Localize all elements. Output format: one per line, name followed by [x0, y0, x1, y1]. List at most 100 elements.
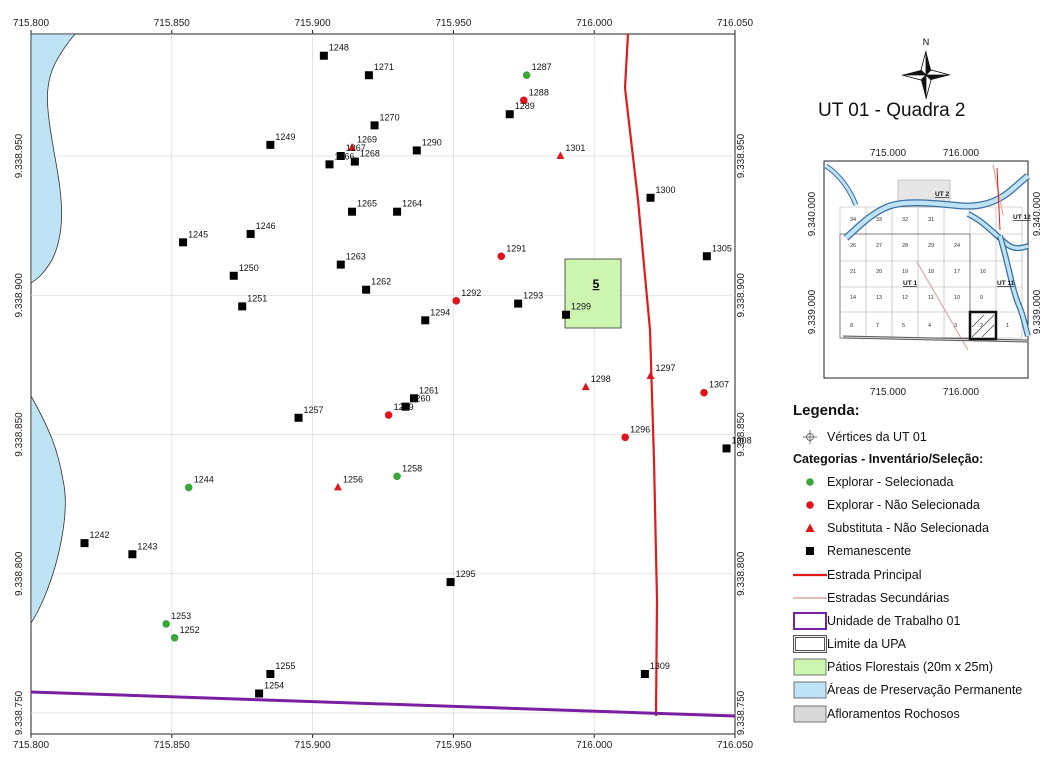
legend: Legenda: Vértices da UT 01 Categorias - …	[793, 402, 1061, 725]
inset-cell-number: 8	[850, 323, 853, 329]
tree-label: 1299	[571, 302, 591, 312]
right-tick-label: 9.338.950	[736, 133, 747, 178]
tree-point-remanescente	[255, 689, 264, 698]
inset-bottom-tick: 716.000	[943, 387, 980, 398]
map-frame	[30, 33, 736, 735]
inset-cell-number: 21	[850, 269, 856, 275]
inset-cell-number: 12	[902, 295, 908, 301]
tree-point-remanescente	[294, 413, 303, 422]
estrada-principal	[623, 33, 659, 717]
legend-afloramentos-label: Afloramentos Rochosos	[827, 706, 960, 721]
inset-cell-number: 10	[954, 295, 960, 301]
north-label: N	[923, 37, 930, 47]
tree-points: 1248 1271 1287 1288 1289 1270 1249 1269 1290 1301…	[80, 43, 752, 698]
inset-cell-number: 2	[980, 323, 983, 329]
tree-label: 1268	[360, 149, 380, 159]
tree-label: 1254	[264, 681, 284, 691]
tree-label: 1293	[523, 291, 543, 301]
inset-top-tick: 716.000	[943, 148, 980, 159]
legend-substituta-label: Substituta - Não Selecionada	[827, 521, 989, 536]
tree-point-remanescente	[562, 310, 571, 319]
tree-label: 1288	[529, 87, 549, 97]
tree-label: 1300	[656, 185, 676, 195]
tree-label: 1249	[275, 132, 295, 142]
legend-limite_upa: Limite da UPA	[793, 633, 1061, 656]
inset-cell-number: 1	[1006, 323, 1009, 329]
top-tick-label: 716.000	[576, 18, 613, 29]
inset-cell-number: 20	[876, 269, 882, 275]
legend-explorar_sel: Explorar - Selecionada	[793, 470, 1061, 493]
tree-point-remanescente	[336, 152, 345, 160]
legend-afloramentos: Afloramentos Rochosos	[793, 702, 1061, 725]
tree-point-remanescente	[128, 550, 137, 559]
tree-label: 1251	[247, 293, 267, 303]
tree-point-explorar_sel	[522, 71, 531, 80]
top-tick-label: 716.050	[717, 18, 754, 29]
bottom-tick-label: 715.950	[435, 740, 472, 751]
tree-label: 1271	[374, 62, 394, 72]
legend-explorar_nao-label: Explorar - Não Selecionada	[827, 497, 980, 512]
legend-explorar_nao-symbol	[793, 495, 827, 515]
tree-point-substituta	[348, 143, 357, 151]
inset-cell-number: 18	[928, 269, 934, 275]
tree-label: 1252	[180, 625, 200, 635]
tree-point-remanescente	[722, 444, 731, 453]
tree-point-remanescente	[370, 121, 379, 130]
inset-cell-number: 31	[928, 217, 934, 223]
inset-ut-label: UT 1	[903, 280, 917, 287]
inset-cell-number: 29	[928, 243, 934, 249]
legend-remanescente-symbol	[793, 541, 827, 561]
legend-substituta-symbol	[793, 518, 827, 538]
map-title: UT 01 - Quadra 2	[818, 100, 966, 121]
inset-cell-number: 33	[876, 217, 882, 223]
tree-label: 1258	[402, 463, 422, 473]
tree-point-remanescente	[336, 260, 345, 269]
unidade-trabalho-boundary	[30, 690, 736, 718]
tree-point-explorar_nao	[520, 96, 528, 105]
tree-label: 1244	[194, 474, 214, 484]
left-tick-label: 9.338.750	[14, 690, 25, 735]
tree-point-remanescente	[266, 670, 275, 679]
inset-cell-number: 13	[876, 295, 882, 301]
tree-label: 1298	[591, 374, 611, 384]
bottom-tick-label: 715.800	[13, 740, 50, 751]
tree-point-remanescente	[319, 51, 328, 60]
inset-ticks: 715.000 716.000 715.000 716.000 9.340.000 9.3…	[807, 148, 1043, 398]
inset-cell-number: 19	[902, 269, 908, 275]
bottom-tick-label: 716.000	[576, 740, 613, 751]
right-tick-label: 9.338.850	[736, 412, 747, 457]
inset-cell-number: 17	[954, 269, 960, 275]
inset-secondary-road	[916, 261, 969, 351]
tree-label: 1256	[343, 474, 363, 484]
tree-point-remanescente	[179, 238, 188, 247]
tree-label: 1260	[411, 394, 431, 404]
legend-remanescente: Remanescente	[793, 540, 1061, 563]
legend-unidade_trabalho-symbol	[793, 611, 827, 631]
inset-cell-number: 32	[902, 217, 908, 223]
legend-app-symbol	[793, 680, 827, 700]
tree-label: 1308	[732, 435, 752, 445]
inset-cell-number: 5	[902, 323, 905, 329]
right-tick-label: 9.338.750	[736, 690, 747, 735]
legend-app: Áreas de Preservação Permanente	[793, 679, 1061, 702]
bottom-tick-label: 715.850	[154, 740, 191, 751]
tree-point-remanescente	[640, 670, 649, 679]
inset-ut-label: UT 2	[935, 191, 949, 198]
legend-patios-symbol	[793, 657, 827, 677]
legend-explorar_sel-symbol	[793, 472, 827, 492]
inset-main-road	[996, 167, 1001, 231]
tree-label: 1292	[461, 288, 481, 298]
tree-point-explorar_sel	[170, 634, 179, 642]
tree-label: 1290	[422, 137, 442, 147]
legend-explorar_sel-label: Explorar - Selecionada	[827, 474, 954, 489]
inset-cell-number: 24	[954, 243, 960, 249]
tree-label: 1296	[630, 424, 650, 434]
inset-top-tick: 715.000	[870, 148, 907, 159]
tree-label: 1264	[402, 199, 422, 209]
left-tick-label: 9.338.950	[14, 133, 25, 178]
tree-label: 1297	[656, 363, 676, 373]
top-tick-label: 715.800	[13, 18, 50, 29]
tree-point-remanescente	[421, 316, 430, 325]
legend-vertices-label: Vértices da UT 01	[827, 429, 927, 444]
